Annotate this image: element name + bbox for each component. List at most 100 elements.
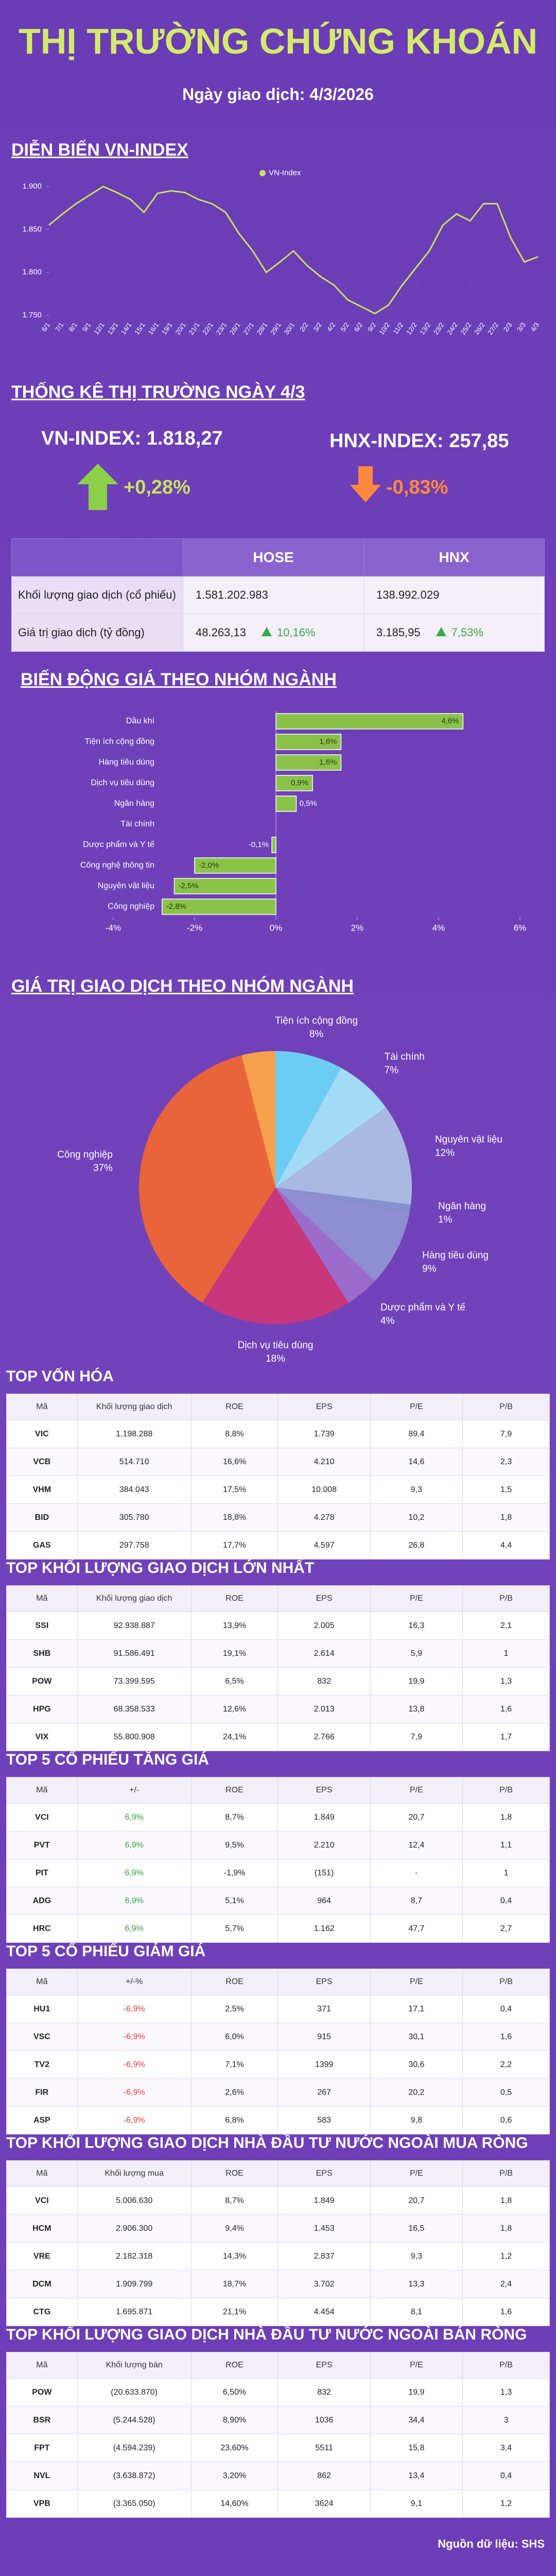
legend-swatch xyxy=(259,170,266,176)
table-cell: 23,60% xyxy=(190,2434,279,2462)
bar xyxy=(271,837,276,853)
table-cell: 14,6 xyxy=(370,1448,463,1476)
table-cell: 20,7 xyxy=(370,2187,463,2215)
x-tick-label: 19/1 xyxy=(160,321,174,336)
x-tick-label: 28/1 xyxy=(255,321,269,336)
table-heading: TOP 5 CỔ PHIẾU GIẢM GIÁ xyxy=(6,1943,206,1960)
x-tick-label: 11/2 xyxy=(391,321,405,336)
table-cell: -6,9% xyxy=(77,2023,192,2051)
x-tick-label: 27/1 xyxy=(241,321,255,336)
table-heading: TOP KHỐI LƯỢNG GIAO DỊCH NHÀ ĐẦU TƯ NƯỚC… xyxy=(6,2326,527,2343)
table-cell: 2.837 xyxy=(277,2242,371,2270)
table-cell: 1,7 xyxy=(462,1723,550,1751)
market-change: 7,53% xyxy=(451,626,484,639)
data-table: Mã Khối lượng bán ROE EPS P/E P/B POW (20.633.8… xyxy=(6,2352,550,2518)
column-header: P/E xyxy=(370,1394,463,1420)
table-row: DCM 1.909.799 18,7% 3.702 13,3 2,4 xyxy=(6,2270,550,2298)
table-cell: 2.013 xyxy=(277,1695,371,1723)
category-label: Nguyên vật liệu xyxy=(98,882,154,890)
table-row: NVL (3.638.872) 3,20% 862 13,4 0,4 xyxy=(6,2462,550,2490)
column-header: ROE xyxy=(190,2160,279,2187)
category-label: Dầu khí xyxy=(126,717,155,725)
table-cell: 8,7 xyxy=(370,1887,463,1915)
table-cell: 19,9 xyxy=(370,2378,463,2406)
table-cell: BID xyxy=(6,1503,78,1532)
header-row: HOSE HNX xyxy=(11,538,545,577)
market-value: 48.263,13 xyxy=(196,626,246,639)
table-cell: 14,60% xyxy=(190,2489,279,2518)
column-header: Mã xyxy=(6,1777,78,1804)
row-label: Khối lượng giao dịch (cổ phiếu) xyxy=(11,576,183,614)
x-tick-label: 6% xyxy=(514,923,527,933)
column-header: EPS xyxy=(277,2160,371,2187)
bar xyxy=(275,795,297,812)
table-cell: 1.909.799 xyxy=(77,2270,192,2298)
table-cell: 6,9% xyxy=(77,1887,192,1915)
slice-value: 9% xyxy=(422,1263,437,1274)
table-row: VIC 1.198.288 8,8% 1.739 89,4 7,9 xyxy=(6,1420,550,1448)
header-row: Mã Khối lượng mua ROE EPS P/E P/B xyxy=(6,2160,550,2187)
data-table: Mã Khối lượng giao dịch ROE EPS P/E P/B SSI 92.… xyxy=(6,1585,550,1751)
table-row: SHB 91.586.491 19,1% 2.614 5,9 1 xyxy=(6,1639,550,1668)
header-row: Mã Khối lượng bán ROE EPS P/E P/B xyxy=(6,2352,550,2379)
table-row: VCI 5.006.630 8,7% 1.849 20,7 1,8 xyxy=(6,2187,550,2215)
table-cell: ASP xyxy=(6,2106,78,2134)
table-cell: 2,4 xyxy=(462,2270,550,2298)
table-cell: 9,1 xyxy=(370,2489,463,2518)
table-cell: 6,5% xyxy=(190,1667,279,1696)
column-header: P/E xyxy=(370,1585,463,1612)
table-heading: TOP VỐN HÓA xyxy=(6,1368,114,1385)
table-cell: 5,1% xyxy=(190,1887,279,1915)
table-cell: HCM xyxy=(6,2214,78,2243)
table-row: TV2 -6,9% 7,1% 1399 30,6 2,2 xyxy=(6,2050,550,2079)
table-cell: 267 xyxy=(277,2078,371,2107)
table-cell: 2.182.318 xyxy=(77,2242,192,2270)
table-cell: 1,6 xyxy=(462,2023,550,2051)
table-row: CTG 1.695.871 21,1% 4.454 8,1 1,6 xyxy=(6,2298,550,2326)
x-tick-label: 15/1 xyxy=(133,321,147,336)
table-cell: VIC xyxy=(6,1420,78,1448)
bar xyxy=(173,878,276,894)
table-cell: 2.005 xyxy=(277,1612,371,1640)
table-cell: 0,4 xyxy=(462,1995,550,2023)
table-cell: 12,4 xyxy=(370,1831,463,1859)
header-row: Mã +/-% ROE EPS P/E P/B xyxy=(6,1969,550,1995)
table-cell: 2,7 xyxy=(462,1914,550,1943)
table-cell: (5.244.528) xyxy=(77,2406,192,2434)
table-cell: GAS xyxy=(6,1531,78,1560)
column-header: EPS xyxy=(277,1585,371,1612)
table-cell: 1,8 xyxy=(462,2214,550,2243)
table-cell: 1,5 xyxy=(462,1476,550,1504)
slice-value: 12% xyxy=(435,1147,455,1158)
x-tick-label: 13/1 xyxy=(106,321,119,336)
table-cell: PVT xyxy=(6,1831,78,1859)
table-cell: VCI xyxy=(6,1803,78,1832)
market-table-wrap: HOSE HNX Khối lượng giao dịch (cổ phiếu) 1.… xyxy=(11,538,545,652)
x-tick-label: 30/1 xyxy=(282,321,296,336)
table-cell: VCI xyxy=(6,2187,78,2215)
table-cell: 91.586.491 xyxy=(77,1639,192,1668)
table-cell: 6,0% xyxy=(190,2023,279,2051)
x-tick-label: 4/2 xyxy=(325,321,337,333)
table-cell: 16,6% xyxy=(190,1448,279,1476)
table-cell: 55.800.908 xyxy=(77,1723,192,1751)
market-value: 3.185,95 xyxy=(376,626,421,639)
column-header: ROE xyxy=(190,1394,279,1420)
table-cell: 1.849 xyxy=(277,2187,371,2215)
table-cell: 20,2 xyxy=(370,2078,463,2107)
table-cell: 13,8 xyxy=(370,1695,463,1723)
table-cell: 6,50% xyxy=(190,2378,279,2406)
table-cell: 9,3 xyxy=(370,2242,463,2270)
value-label: -2,5% xyxy=(179,882,199,890)
table-cell: VIX xyxy=(6,1723,78,1751)
table-cell: 24,1% xyxy=(190,1723,279,1751)
vnindex-chart: 1.750 1.800 1.850 1.900 6/1 7/1 8/1 9/1 12/1 13/1… xyxy=(22,168,541,336)
table-cell: 3,20% xyxy=(190,2462,279,2490)
table-cell: 1.198.288 xyxy=(77,1420,192,1448)
table-cell: 1,8 xyxy=(462,2187,550,2215)
up-marker xyxy=(261,627,272,636)
table-cell: (3.638.872) xyxy=(77,2462,192,2490)
table-cell: 9,5% xyxy=(190,1831,279,1859)
table-cell: HRC xyxy=(6,1914,78,1943)
x-tick-label: 26/2 xyxy=(473,321,486,336)
